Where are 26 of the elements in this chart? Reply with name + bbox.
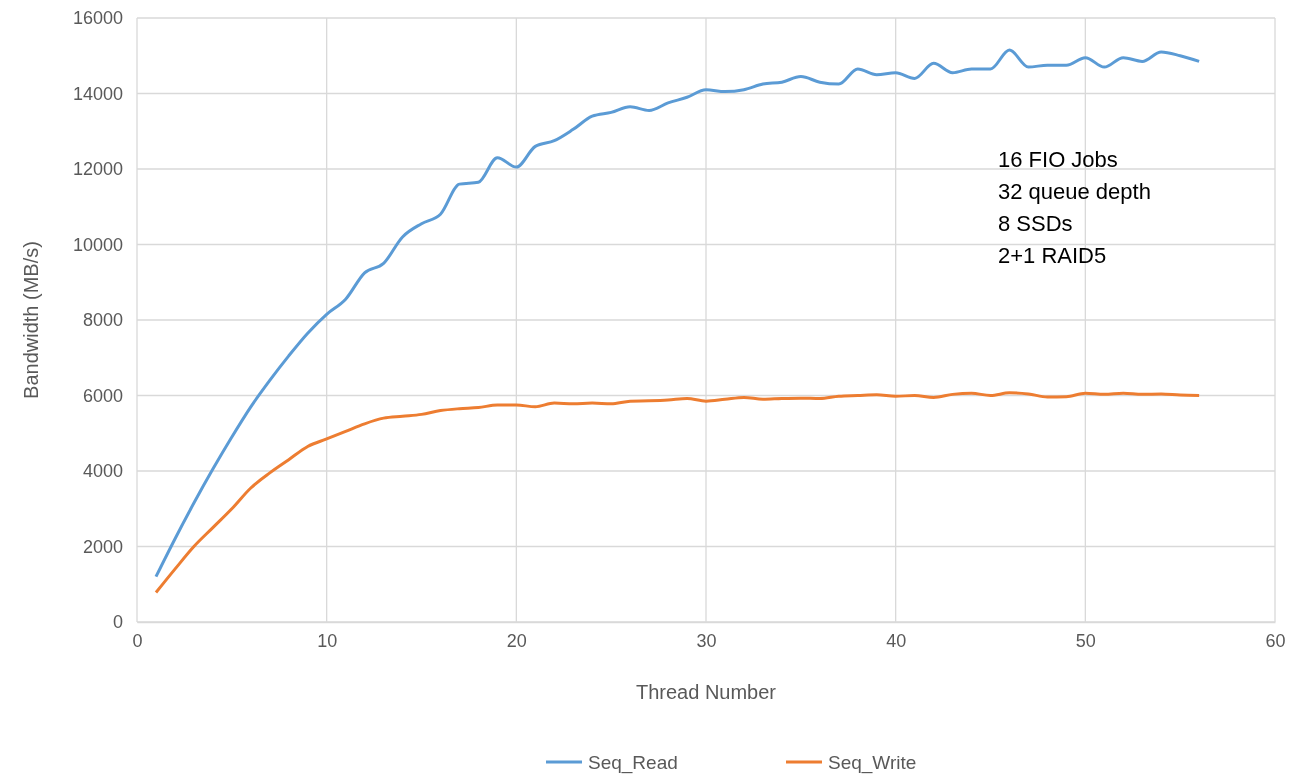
y-tick-label: 0 xyxy=(112,612,123,633)
x-tick-label: 20 xyxy=(506,630,527,651)
line-series xyxy=(154,391,1201,595)
y-tick-label: 16000 xyxy=(72,8,123,29)
x-axis-title: Thread Number xyxy=(635,681,777,703)
x-tick-label: 10 xyxy=(317,630,338,651)
y-tick-label: 2000 xyxy=(82,536,123,557)
legend-label: Seq_Write xyxy=(828,752,917,774)
x-tick-label: 30 xyxy=(696,630,717,651)
x-tick-label: 40 xyxy=(886,630,907,651)
y-tick-label: 4000 xyxy=(82,461,123,482)
legend-label: Seq_Read xyxy=(588,752,678,774)
y-tick-label: 14000 xyxy=(72,83,123,104)
annotation: 32 queue depth xyxy=(998,179,1151,204)
y-axis-title: Bandwidth (MB/s) xyxy=(20,241,42,399)
y-tick-label: 8000 xyxy=(82,310,123,331)
annotation: 8 SSDs xyxy=(998,211,1073,236)
y-tick-label: 12000 xyxy=(72,159,123,180)
line-series xyxy=(154,48,1201,579)
x-tick-label: 60 xyxy=(1265,630,1286,651)
annotation: 2+1 RAID5 xyxy=(998,243,1107,268)
annotation: 16 FIO Jobs xyxy=(998,147,1118,172)
x-tick-label: 0 xyxy=(132,630,143,651)
x-tick-label: 50 xyxy=(1075,630,1096,651)
y-tick-label: 10000 xyxy=(72,234,123,255)
y-tick-label: 6000 xyxy=(82,385,123,406)
